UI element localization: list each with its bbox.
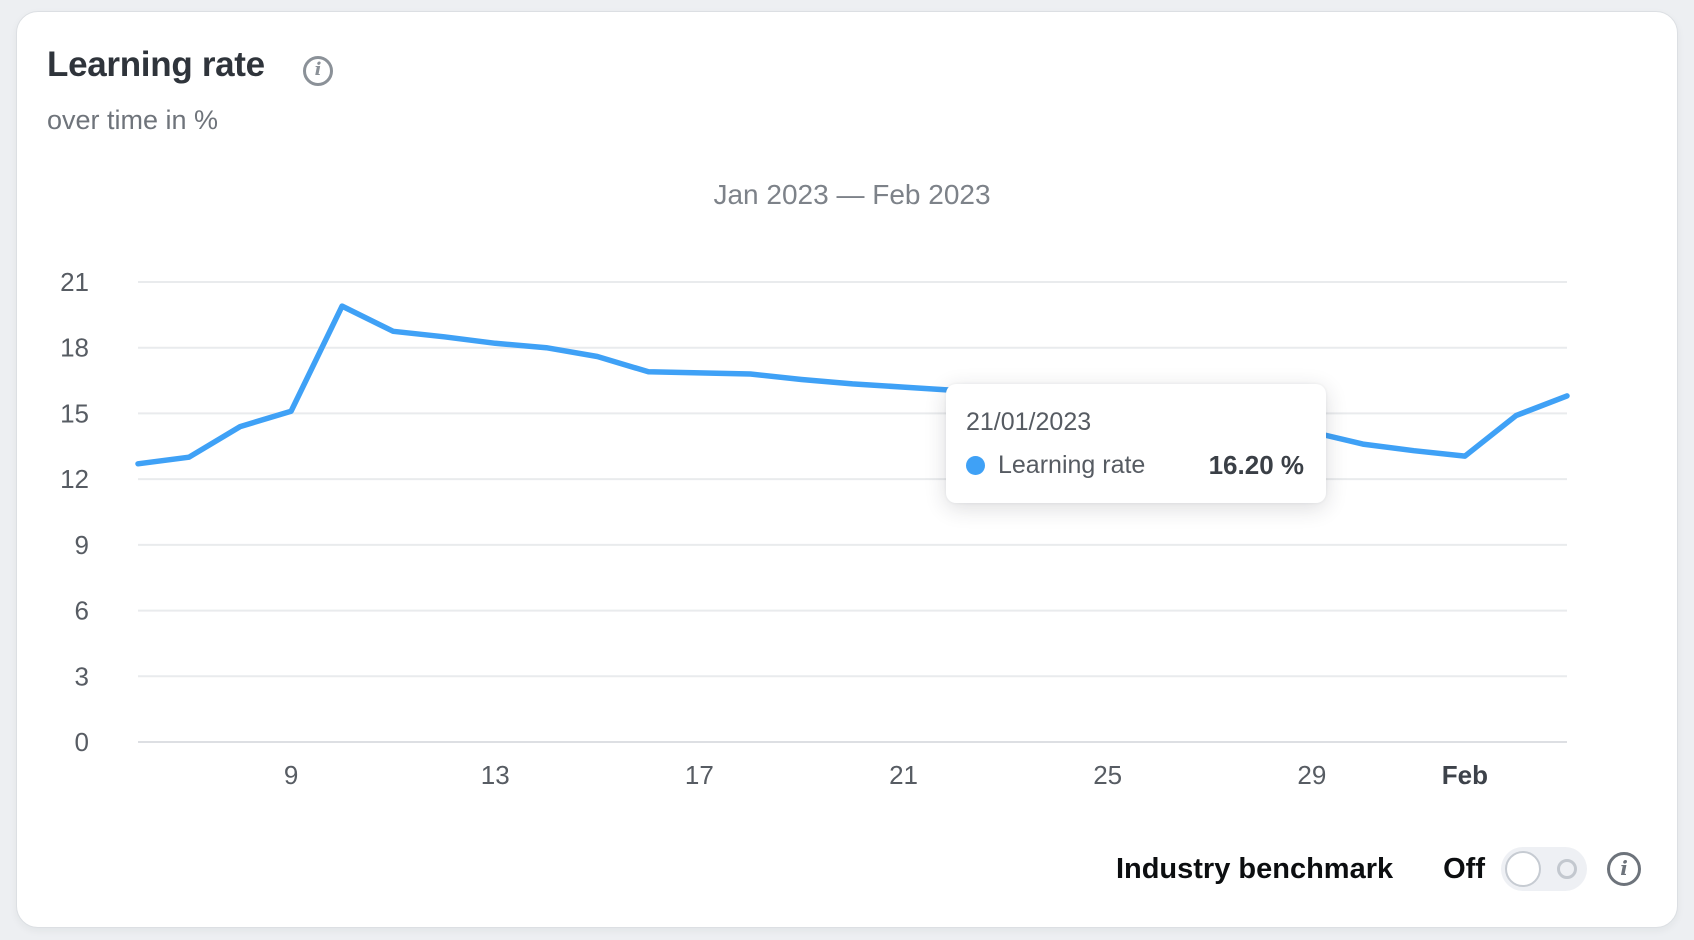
date-range-title: Jan 2023 — Feb 2023 [713,179,991,210]
info-glyph: i [314,59,322,80]
benchmark-state-label: Off [1443,852,1485,885]
benchmark-label: Industry benchmark [1115,852,1394,885]
chart-tooltip: 21/01/2023 Learning rate 16.20 % [946,384,1326,503]
y-tick-label: 12 [60,464,89,494]
tooltip-series-row: Learning rate 16.20 % [966,450,1304,481]
y-tick-label: 18 [60,333,89,363]
series-dot-icon [966,456,985,475]
x-tick-label: 25 [1093,760,1122,790]
learning-rate-line-chart[interactable]: 0 3 6 9 12 15 18 21 9 13 17 21 25 29 Feb [17,12,1679,929]
chart-subtitle: over time in % [47,105,219,135]
y-tick-label: 3 [75,661,89,691]
y-tick-label: 6 [75,596,89,626]
x-tick-label: Feb [1442,760,1488,790]
title-info-icon[interactable]: i [303,56,333,86]
x-tick-label: 21 [889,760,918,790]
x-tick-label: 17 [685,760,714,790]
industry-benchmark-control: Industry benchmark Off i [1116,847,1641,891]
y-tick-label: 9 [75,530,89,560]
learning-rate-series-line [135,303,1570,467]
y-tick-label: 0 [75,727,89,757]
y-tick-label: 15 [60,398,89,428]
tooltip-value: 16.20 % [1208,450,1304,480]
info-glyph: i [1620,856,1628,880]
benchmark-info-icon[interactable]: i [1607,852,1641,886]
toggle-on-position-ring-icon [1557,859,1577,879]
tooltip-series-label: Learning rate [998,451,1146,479]
toggle-knob [1505,851,1541,887]
x-tick-label: 9 [284,760,298,790]
x-tick-label: 13 [481,760,510,790]
tooltip-date: 21/01/2023 [966,408,1092,436]
chart-title: Learning rate [47,45,265,84]
learning-rate-card: Learning rate i over time in % Jan 2023 … [16,11,1678,928]
x-tick-label: 29 [1297,760,1326,790]
y-tick-label: 21 [60,267,89,297]
benchmark-toggle[interactable] [1501,847,1587,891]
